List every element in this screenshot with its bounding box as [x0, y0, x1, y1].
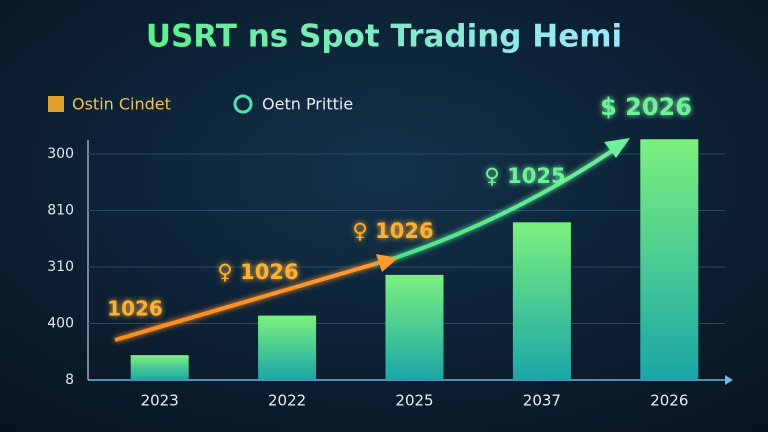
- legend-label: Ostin Cindet: [72, 95, 171, 114]
- axis-arrow: [725, 375, 733, 385]
- legend-label: Oetn Prittie: [262, 95, 353, 114]
- y-tick-label: 300: [47, 146, 74, 162]
- arrow-head: [604, 138, 630, 158]
- annotation: 1026: [107, 297, 163, 321]
- bar: [385, 274, 444, 380]
- x-tick-label: 2023: [141, 392, 179, 410]
- arrow-head: [376, 254, 398, 272]
- y-tick-label: 810: [47, 202, 74, 218]
- annotation: $ 2026: [600, 93, 692, 121]
- y-tick-label: 310: [47, 259, 74, 275]
- bar: [130, 355, 189, 380]
- legend-icon: [48, 96, 64, 112]
- annotation: ♀ 1026: [352, 219, 433, 243]
- x-tick-label: 2022: [268, 392, 306, 410]
- x-tick-label: 2026: [650, 392, 688, 410]
- annotation: ♀ 1025: [484, 164, 565, 188]
- x-tick-label: 2037: [523, 392, 561, 410]
- y-tick-label: 8: [65, 372, 74, 388]
- y-tick-label: 400: [47, 315, 74, 331]
- bar: [258, 315, 317, 380]
- annotation: ♀ 1026: [217, 260, 298, 284]
- x-tick-label: 2025: [395, 392, 433, 410]
- bar: [640, 139, 699, 380]
- legend-icon: [233, 94, 253, 114]
- bar: [512, 222, 571, 380]
- chart-title: USRT ns Spot Trading Hemi: [146, 19, 622, 55]
